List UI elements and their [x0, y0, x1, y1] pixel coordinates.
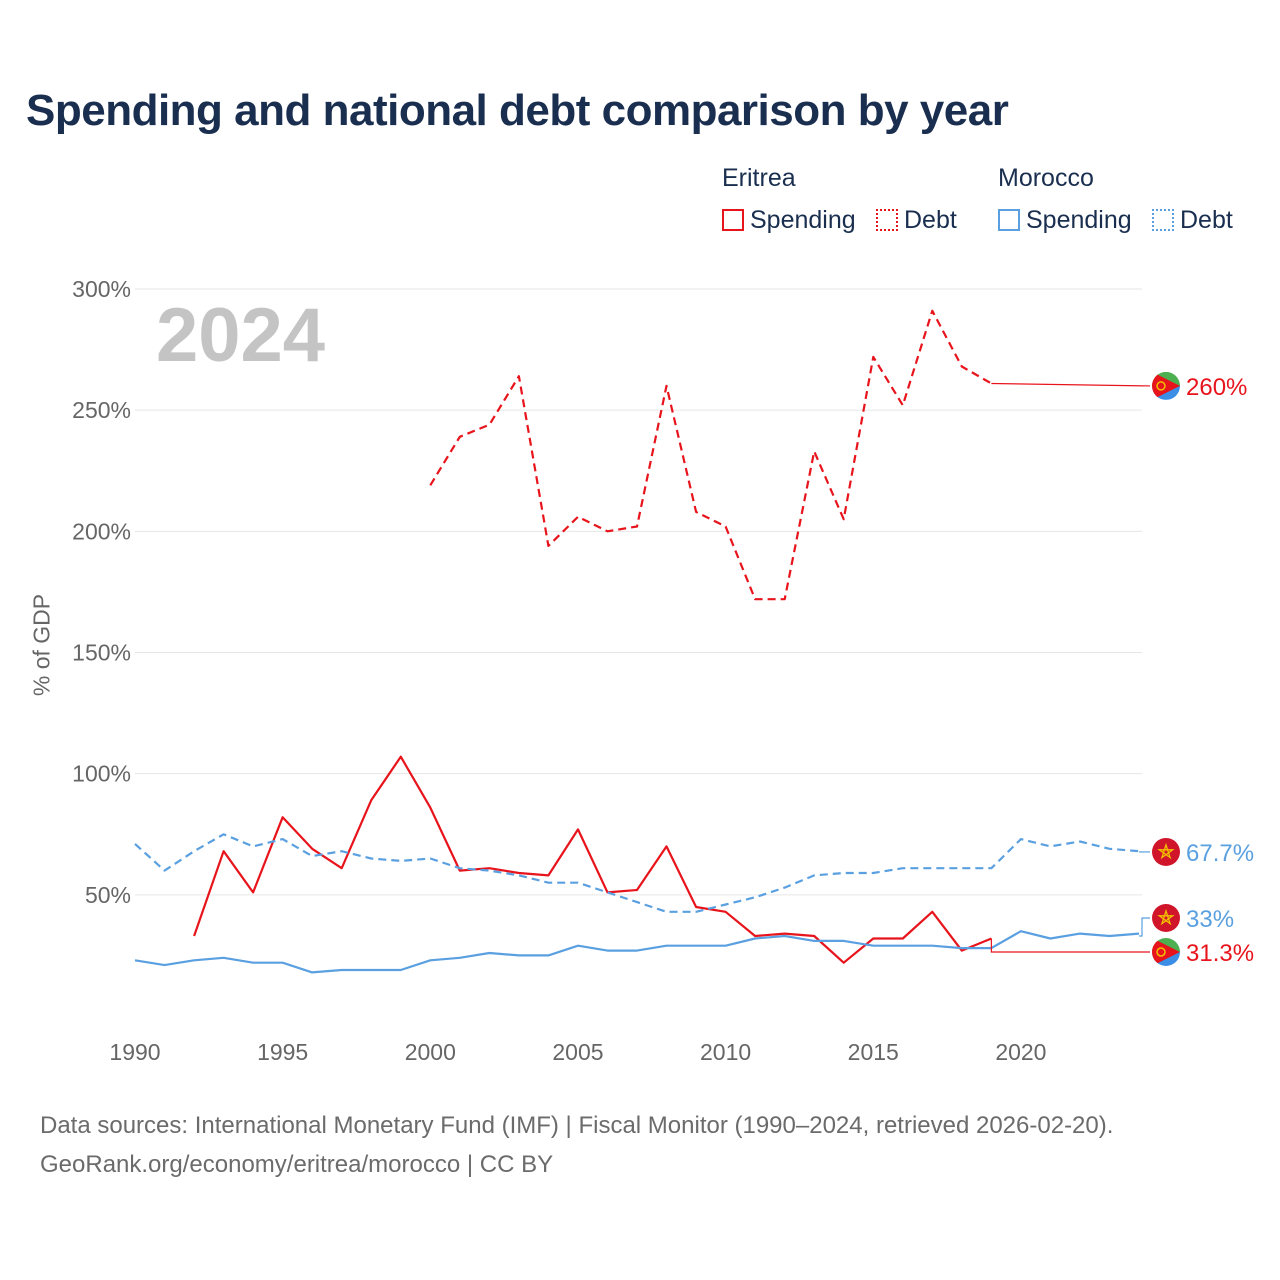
- y-tick-label: 100%: [72, 761, 131, 787]
- y-tick-label: 200%: [72, 518, 131, 544]
- legend-morocco-debt[interactable]: Debt: [1152, 205, 1233, 235]
- legend-label: Spending: [750, 205, 856, 234]
- morocco-flag-icon: [1152, 904, 1180, 932]
- legend-eritrea-debt[interactable]: Debt: [876, 205, 957, 235]
- x-tick-label: 2000: [405, 1039, 456, 1065]
- legend-label: Debt: [904, 205, 957, 234]
- chart-title: Spending and national debt comparison by…: [26, 86, 1009, 135]
- eritrea-debt-line[interactable]: [429, 309, 992, 601]
- x-tick-label: 1990: [109, 1039, 160, 1065]
- x-tick-label: 2010: [700, 1039, 751, 1065]
- eritrea-spending-line[interactable]: [193, 755, 992, 964]
- eritrea-flag-icon: [1152, 938, 1180, 966]
- end-value-label: 260%: [1186, 374, 1247, 401]
- end-value-label: 31.3%: [1186, 940, 1254, 967]
- legend-morocco-title: Morocco: [998, 164, 1094, 192]
- morocco-debt-line[interactable]: [134, 833, 1140, 913]
- legend-swatch-solid-icon: [722, 209, 744, 231]
- morocco-flag-icon: [1152, 837, 1180, 866]
- legend-morocco-spending[interactable]: Spending: [998, 205, 1132, 235]
- year-stamp: 2024: [156, 293, 326, 378]
- end-value-label: 33%: [1186, 906, 1234, 933]
- x-tick-label: 1995: [257, 1039, 308, 1065]
- x-tick-label: 2005: [552, 1039, 603, 1065]
- source-line-2: GeoRank.org/economy/eritrea/morocco | CC…: [40, 1151, 554, 1178]
- y-tick-label: 300%: [72, 276, 131, 302]
- legend-label: Debt: [1180, 205, 1233, 234]
- y-tick-label: 250%: [72, 397, 131, 423]
- source-note: Data sources: International Monetary Fun…: [40, 1106, 1113, 1184]
- morocco-spending-line[interactable]: [134, 930, 1140, 974]
- legend-swatch-solid-icon: [998, 209, 1020, 231]
- end-connector: [990, 938, 1150, 953]
- legend-swatch-dotted-icon: [876, 209, 898, 231]
- y-tick-label: 150%: [72, 640, 131, 666]
- legend-swatch-dotted-icon: [1152, 209, 1174, 231]
- y-tick-label: 50%: [85, 882, 131, 908]
- end-value-label: 67.7%: [1186, 840, 1254, 867]
- legend-eritrea-title: Eritrea: [722, 164, 796, 192]
- source-line-1: Data sources: International Monetary Fun…: [40, 1112, 1114, 1139]
- end-connector: [991, 382, 1151, 387]
- eritrea-flag-icon: [1152, 371, 1180, 400]
- end-connector: [1139, 917, 1150, 937]
- legend-eritrea-spending[interactable]: Spending: [722, 205, 856, 235]
- x-tick-label: 2015: [848, 1039, 899, 1065]
- chart-area: 50% 100% 150% 200% 250% 300% 1990 1995 2000 2005 2…: [72, 276, 1254, 1065]
- x-tick-label: 2020: [995, 1039, 1046, 1065]
- legend-label: Spending: [1026, 205, 1132, 234]
